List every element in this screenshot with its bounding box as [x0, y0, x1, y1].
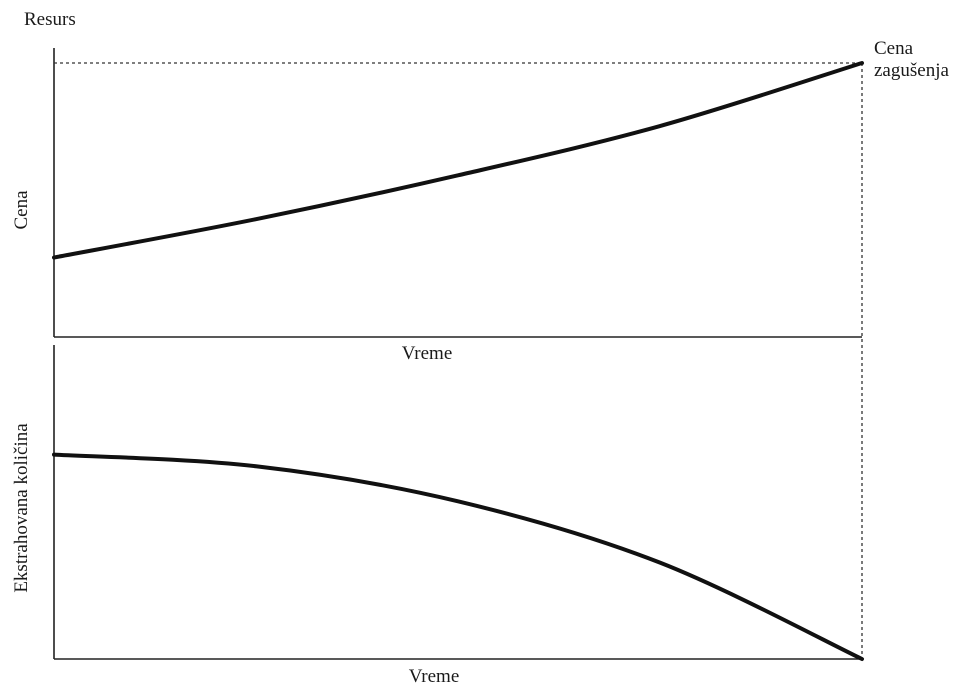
congestion-price-label-line-1: Cena — [874, 38, 914, 59]
top-x-axis-label: Vreme — [402, 343, 453, 364]
extraction-panel: Ekstrahovana količina Vreme — [11, 345, 864, 686]
price-panel: Resurs Cena Vreme Cena zagušenja — [11, 9, 949, 657]
bottom-y-axis-label: Ekstrahovana količina — [11, 423, 32, 593]
top-chart-title: Resurs — [24, 9, 76, 30]
bottom-x-axis-label: Vreme — [409, 666, 460, 686]
price-series-line — [52, 61, 864, 260]
top-y-axis-label: Cena — [11, 190, 32, 230]
extraction-series-line — [52, 452, 864, 661]
congestion-price-label-line-2: zagušenja — [874, 60, 949, 81]
